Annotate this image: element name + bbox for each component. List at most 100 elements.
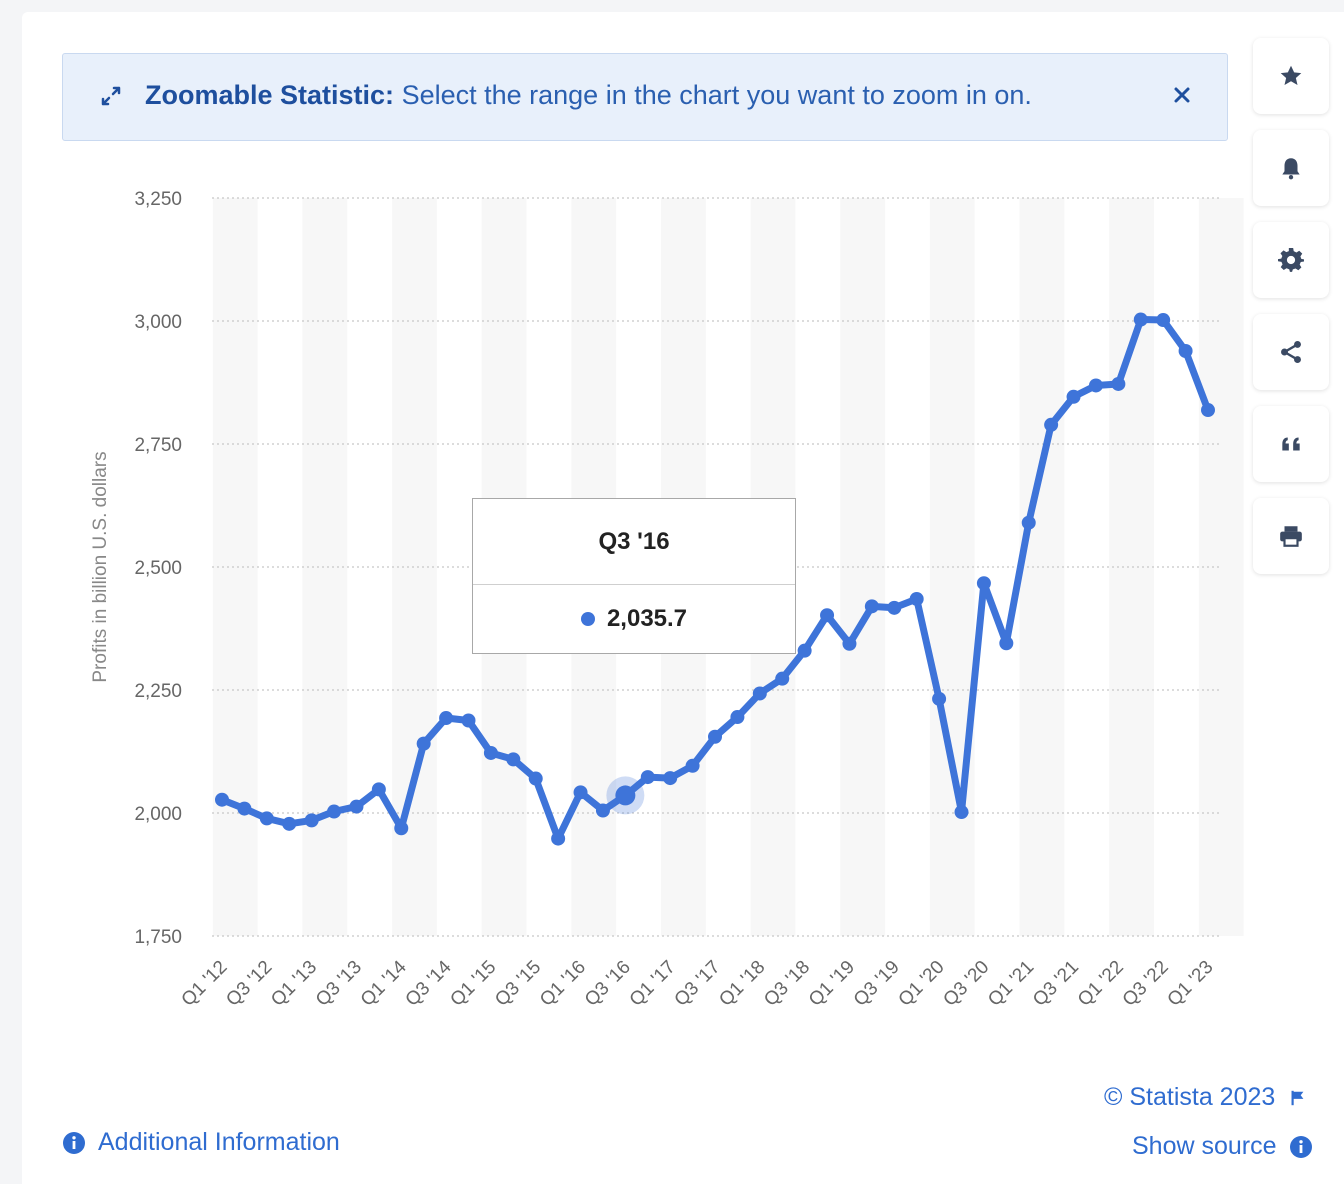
data-point[interactable]: [909, 591, 924, 606]
tooltip-label: Q3 '16: [473, 499, 795, 585]
data-point[interactable]: [1044, 417, 1059, 432]
show-source-text: Show source: [1132, 1132, 1277, 1160]
share-icon: [1281, 340, 1301, 364]
copyright-link[interactable]: © Statista 2023: [1104, 1083, 1307, 1112]
data-point[interactable]: [304, 813, 319, 828]
info-icon: [63, 1131, 85, 1154]
x-tick-label: Q1 '18: [715, 957, 769, 1011]
show-source-link[interactable]: Show source: [1132, 1132, 1313, 1161]
flag-icon[interactable]: [1289, 1089, 1307, 1107]
data-point[interactable]: [551, 831, 566, 846]
column-band: [1198, 198, 1244, 936]
data-point[interactable]: [1133, 312, 1148, 327]
notification-button[interactable]: [1253, 130, 1329, 206]
x-tick-label: Q1 '15: [446, 957, 500, 1011]
data-point[interactable]: [282, 816, 297, 831]
banner-title: Zoomable Statistic:: [145, 80, 395, 110]
data-point[interactable]: [439, 711, 454, 726]
x-tick-label: Q1 '19: [805, 957, 859, 1011]
gear-icon: [1278, 247, 1304, 272]
print-icon: [1280, 526, 1302, 547]
data-point[interactable]: [1088, 378, 1103, 393]
data-point[interactable]: [887, 600, 902, 615]
data-point[interactable]: [820, 608, 835, 623]
data-point[interactable]: [237, 801, 252, 816]
y-tick-label: 3,000: [134, 312, 182, 333]
x-tick-label: Q1 '23: [1164, 957, 1218, 1011]
x-tick-label: Q1 '14: [357, 956, 411, 1010]
data-point[interactable]: [640, 770, 655, 785]
column-band: [212, 198, 258, 936]
data-point[interactable]: [1066, 389, 1081, 404]
data-point[interactable]: [954, 805, 969, 820]
y-tick-label: 2,500: [134, 558, 182, 579]
data-point[interactable]: [1178, 344, 1193, 359]
favorite-button[interactable]: [1253, 38, 1329, 114]
zoom-banner: Zoomable Statistic: Select the range in …: [62, 53, 1228, 141]
data-point[interactable]: [1021, 515, 1036, 530]
data-point[interactable]: [775, 671, 790, 686]
data-point[interactable]: [595, 803, 610, 818]
x-tick-label: Q3 '17: [671, 957, 725, 1011]
data-point[interactable]: [506, 752, 521, 767]
x-tick-label: Q3 '13: [312, 957, 366, 1011]
x-tick-label: Q3 '15: [491, 957, 545, 1011]
x-tick-label: Q1 '12: [178, 957, 232, 1011]
star-icon: [1280, 65, 1302, 85]
data-point[interactable]: [215, 792, 229, 807]
data-point[interactable]: [259, 811, 274, 826]
additional-information-link[interactable]: Additional Information: [62, 1128, 340, 1157]
x-tick-label: Q1 '17: [626, 957, 680, 1011]
banner-message: Select the range in the chart you want t…: [401, 80, 1032, 110]
tooltip-value: 2,035.7: [606, 605, 688, 632]
data-point[interactable]: [932, 691, 947, 706]
data-point[interactable]: [976, 576, 991, 591]
data-point[interactable]: [416, 736, 431, 751]
x-tick-label: Q3 '21: [1029, 957, 1083, 1011]
bell-icon: [1282, 158, 1300, 180]
x-tick-label: Q1 '21: [984, 957, 1038, 1011]
data-point[interactable]: [483, 745, 498, 760]
tooltip-series-dot: [580, 612, 595, 626]
data-point[interactable]: [1111, 376, 1126, 391]
data-point[interactable]: [461, 713, 476, 728]
y-tick-label: 1,750: [134, 927, 182, 948]
data-point[interactable]: [797, 643, 812, 658]
data-point[interactable]: [394, 821, 409, 836]
data-point[interactable]: [327, 804, 342, 819]
x-tick-label: Q3 '22: [1119, 957, 1173, 1011]
data-point[interactable]: [663, 771, 678, 786]
data-point[interactable]: [573, 785, 588, 800]
settings-button[interactable]: [1253, 222, 1329, 298]
cite-button[interactable]: [1253, 406, 1329, 482]
share-button[interactable]: [1253, 314, 1329, 390]
data-point[interactable]: [730, 710, 745, 725]
data-point[interactable]: [1156, 313, 1171, 328]
column-band: [1019, 198, 1065, 936]
info-icon: [1289, 1135, 1312, 1158]
data-point[interactable]: [685, 758, 700, 773]
x-tick-label: Q1 '22: [1074, 957, 1128, 1011]
data-point[interactable]: [349, 799, 364, 814]
x-tick-label: Q1 '16: [536, 957, 590, 1011]
data-point[interactable]: [842, 636, 857, 651]
expand-icon: [101, 86, 121, 106]
x-tick-label: Q3 '14: [402, 956, 456, 1010]
close-icon[interactable]: [1171, 84, 1193, 106]
data-point[interactable]: [371, 782, 386, 797]
data-point-highlighted[interactable]: [615, 785, 636, 806]
data-point[interactable]: [1201, 403, 1215, 418]
print-button[interactable]: [1253, 498, 1329, 574]
data-point[interactable]: [528, 771, 543, 786]
data-point[interactable]: [752, 686, 767, 701]
data-point[interactable]: [999, 636, 1014, 651]
y-axis-label: Profits in billion U.S. dollars: [90, 451, 111, 682]
data-point[interactable]: [864, 599, 879, 614]
y-tick-label: 2,000: [134, 804, 182, 825]
additional-information-text: Additional Information: [98, 1128, 340, 1156]
x-tick-label: Q1 '13: [267, 957, 321, 1011]
y-tick-label: 2,750: [134, 435, 182, 456]
column-band: [392, 198, 437, 936]
data-point[interactable]: [708, 729, 722, 744]
copyright-text: © Statista 2023: [1104, 1083, 1276, 1111]
